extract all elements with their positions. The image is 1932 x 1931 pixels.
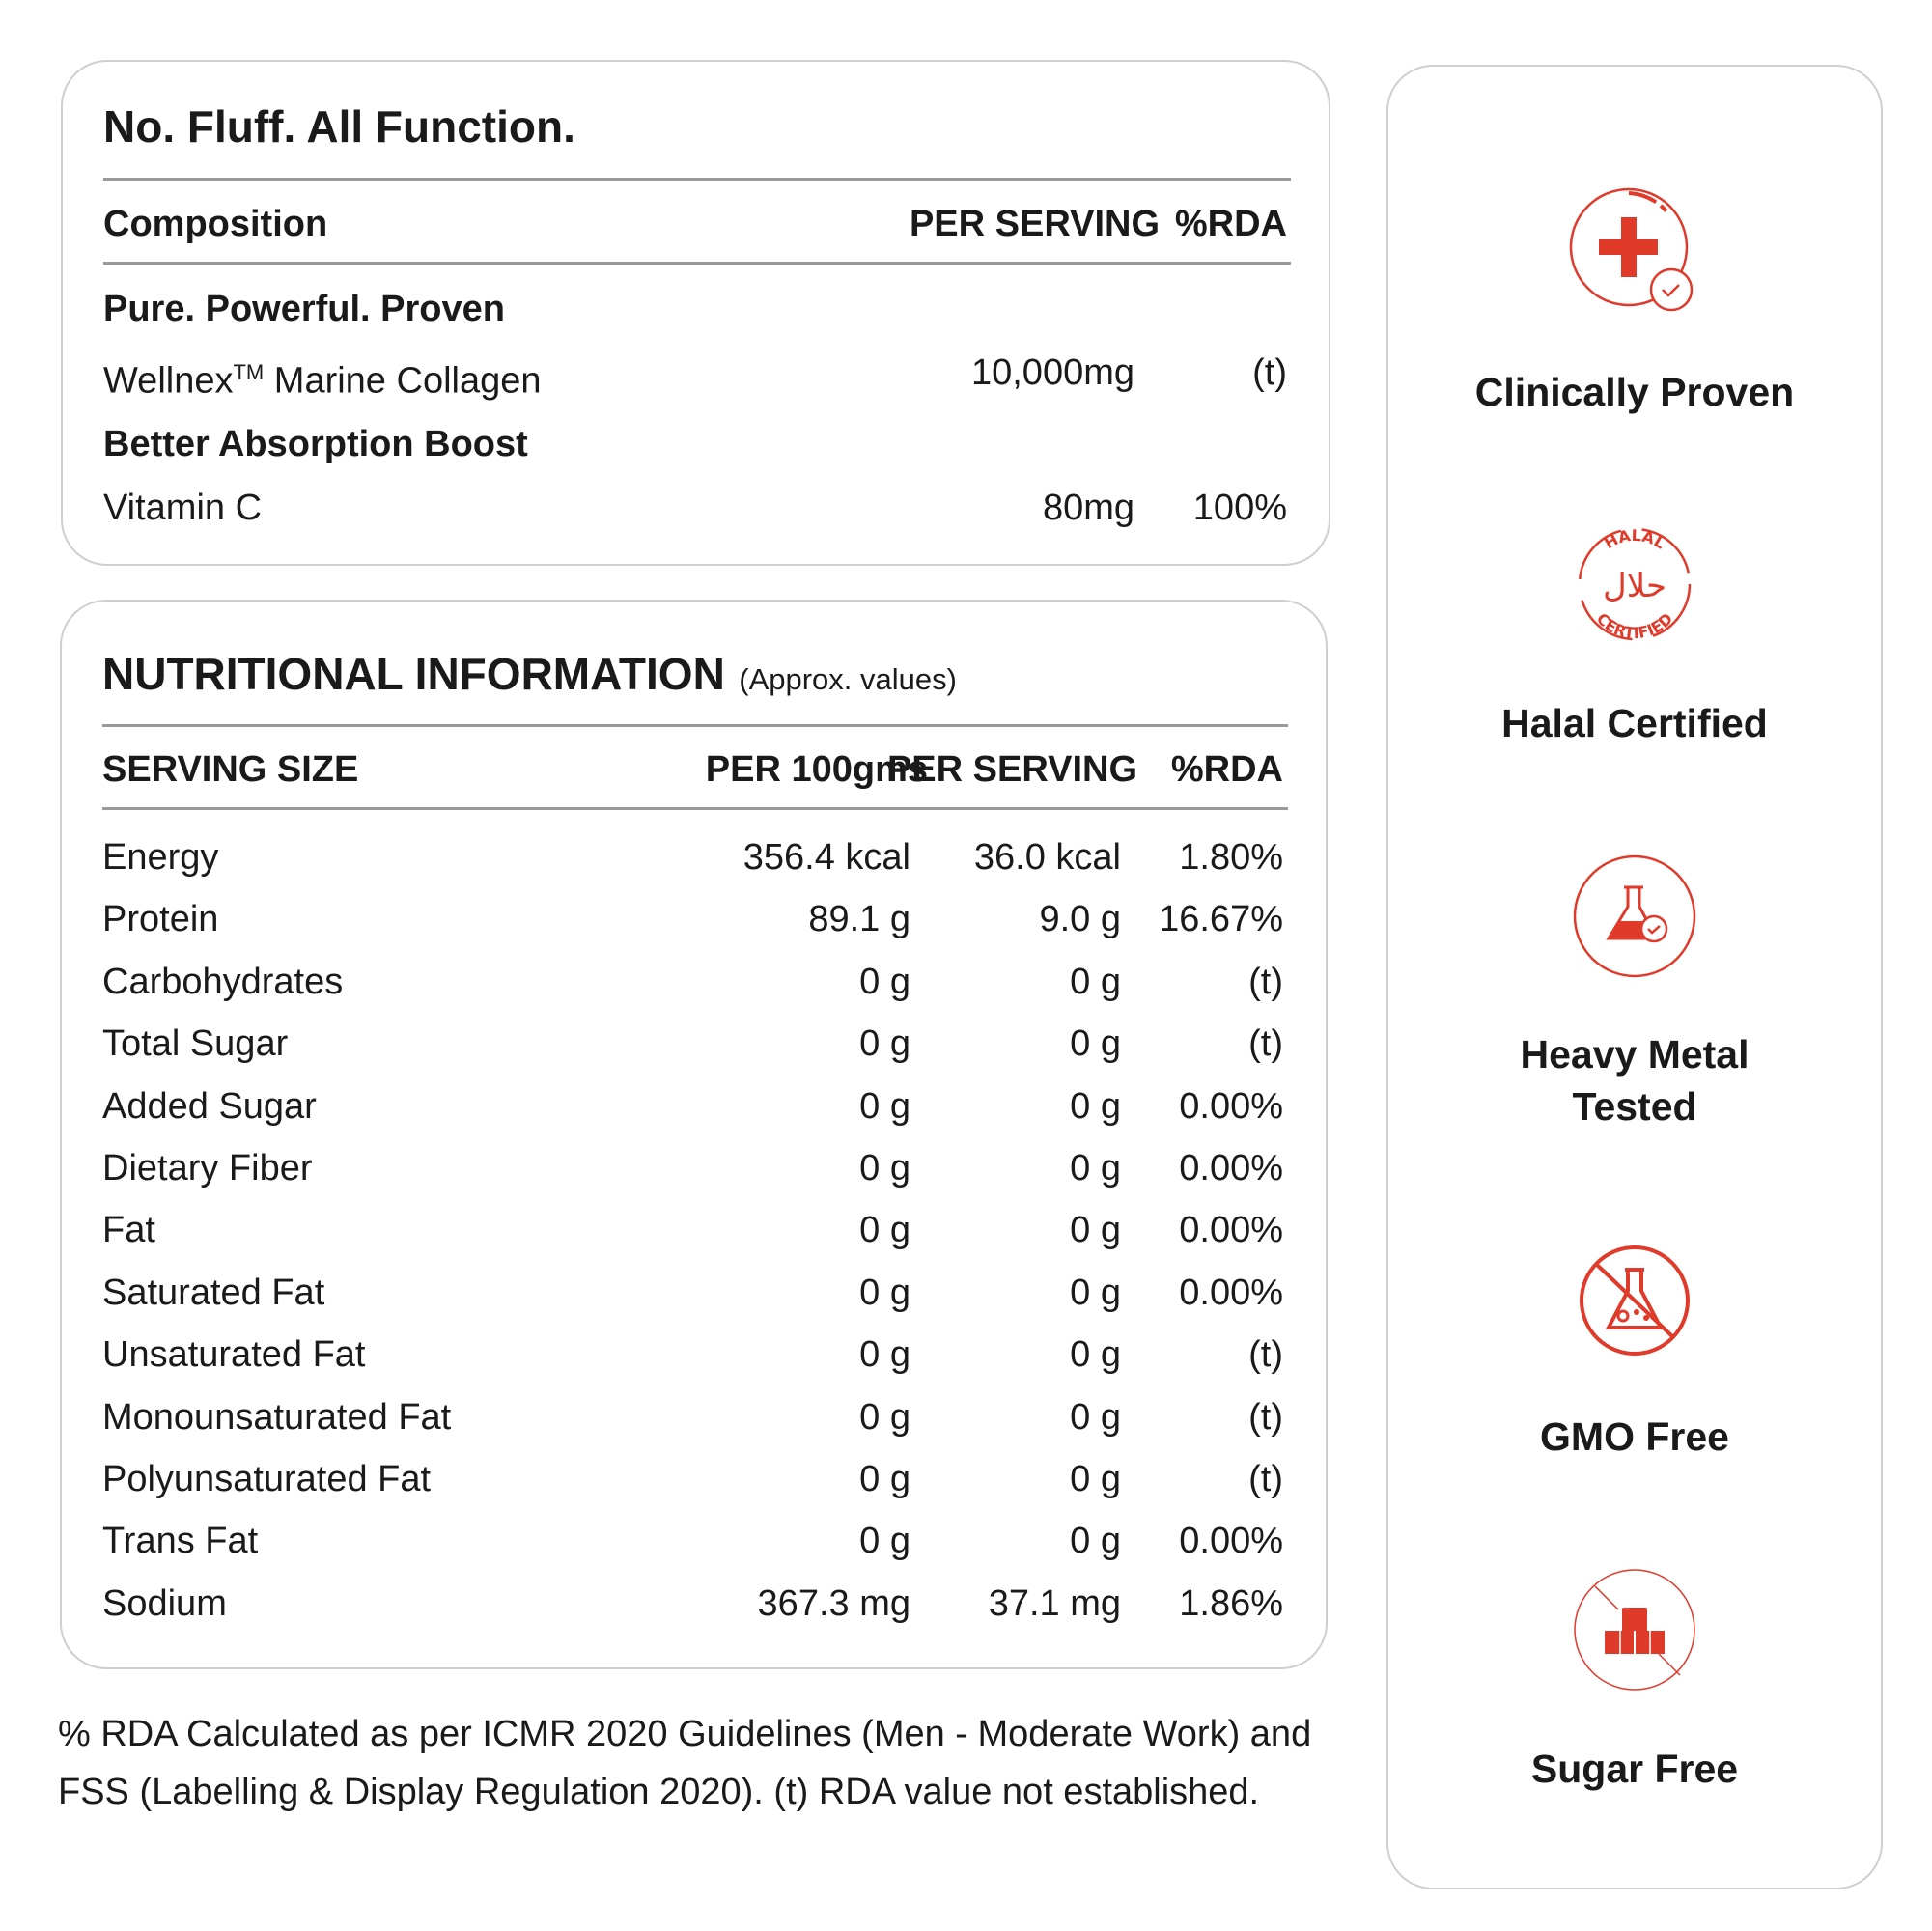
composition-header-per-serving: PER SERVING — [909, 204, 1160, 244]
per-serving-value: 0 g — [1070, 1085, 1121, 1127]
header-rda: %RDA — [1170, 749, 1283, 790]
group-heading: Better Absorption Boost — [103, 424, 528, 464]
per-100-value: 356.4 kcal — [742, 837, 910, 878]
per-serving-value: 36.0 kcal — [973, 837, 1121, 878]
nutrient-name: Carbohydrates — [102, 961, 344, 1002]
header-per-100: PER 100gms — [705, 749, 928, 790]
composition-card: No. Fluff. All Function. Composition PER… — [61, 60, 1330, 566]
ingredient-rda: (t) — [1252, 352, 1287, 393]
badge-label: Clinically Proven — [1474, 370, 1795, 414]
per-serving-value: 0 g — [1070, 1459, 1121, 1499]
rda-value: 0.00% — [1179, 1521, 1283, 1562]
nutrient-name: Total Sugar — [102, 1023, 289, 1065]
ingredient-rest: Marine Collagen — [264, 360, 542, 402]
nutrition-subtitle: (Approx. values) — [739, 662, 957, 696]
badge-label: Heavy Metal Tested — [1520, 1032, 1750, 1129]
nutrient-name: Protein — [102, 899, 219, 940]
nutrient-name: Monounsaturated Fat — [102, 1396, 452, 1438]
per-serving-value: 0 g — [1070, 1023, 1121, 1065]
ingredient-name: WellnexTM Marine Collagen — [103, 351, 542, 403]
svg-text:CERTIFIED: CERTIFIED — [1593, 609, 1676, 642]
medical-cross-check-icon — [1569, 187, 1694, 312]
per-100-value: 0 g — [859, 1521, 910, 1562]
halal-certified-seal-icon: HALAL CERTIFIED حلال — [1578, 526, 1692, 642]
rda-value: (t) — [1248, 1396, 1283, 1438]
per-serving-value: 37.1 mg — [988, 1582, 1121, 1624]
per-serving-value: 9.0 g — [1039, 899, 1121, 940]
ingredient-name: Vitamin C — [103, 488, 263, 528]
svg-text:حلال: حلال — [1603, 567, 1666, 605]
svg-text:HALAL: HALAL — [1601, 526, 1668, 553]
badge-label: Sugar Free — [1530, 1747, 1739, 1791]
nutrient-name: Added Sugar — [102, 1085, 317, 1127]
divider — [102, 724, 1288, 727]
rda-value: (t) — [1248, 1459, 1283, 1499]
nutrient-name: Trans Fat — [102, 1521, 259, 1562]
group-heading: Pure. Powerful. Proven — [103, 289, 505, 329]
per-serving-value: 0 g — [1070, 1272, 1121, 1313]
per-100-value: 0 g — [859, 1210, 910, 1251]
per-serving-value: 0 g — [1070, 1334, 1121, 1376]
per-100-value: 0 g — [859, 961, 910, 1002]
per-100-value: 0 g — [859, 1459, 910, 1499]
rda-value: 0.00% — [1179, 1148, 1283, 1189]
per-100-value: 0 g — [859, 1334, 910, 1376]
nutrient-name: Unsaturated Fat — [102, 1334, 366, 1376]
per-serving-value: 0 g — [1070, 1521, 1121, 1562]
per-100-value: 89.1 g — [808, 899, 910, 940]
per-100-value: 0 g — [859, 1085, 910, 1127]
nutrition-title-wrap: NUTRITIONAL INFORMATION (Approx. values) — [102, 648, 957, 700]
rda-value: (t) — [1248, 961, 1283, 1002]
rda-value: 0.00% — [1179, 1210, 1283, 1251]
rda-value: 1.80% — [1179, 837, 1283, 878]
per-100-value: 0 g — [859, 1023, 910, 1065]
ingredient-rda: 100% — [1192, 488, 1287, 528]
nutrient-name: Sodium — [102, 1582, 227, 1624]
ingredient-per-serving: 10,000mg — [970, 352, 1134, 393]
per-serving-value: 0 g — [1070, 1396, 1121, 1438]
header-serving-size: SERVING SIZE — [102, 749, 359, 790]
no-sugar-cubes-icon — [1574, 1569, 1695, 1691]
per-100-value: 0 g — [859, 1396, 910, 1438]
flask-check-icon — [1573, 854, 1696, 978]
rda-value: (t) — [1248, 1334, 1283, 1376]
nutrition-card: NUTRITIONAL INFORMATION (Approx. values)… — [60, 600, 1328, 1669]
per-serving-value: 0 g — [1070, 961, 1121, 1002]
rda-value: (t) — [1248, 1023, 1283, 1065]
composition-title: No. Fluff. All Function. — [103, 101, 575, 152]
badge-label: Halal Certified — [1501, 701, 1768, 745]
per-100-value: 0 g — [859, 1272, 910, 1313]
per-100-value: 367.3 mg — [757, 1582, 910, 1624]
footnote: % RDA Calculated as per ICMR 2020 Guidel… — [58, 1714, 1312, 1812]
nutrient-name: Polyunsaturated Fat — [102, 1459, 432, 1499]
divider — [103, 262, 1291, 265]
trademark: TM — [233, 360, 265, 384]
nutrient-name: Energy — [102, 837, 219, 878]
rda-value: 1.86% — [1179, 1582, 1283, 1624]
per-100-value: 0 g — [859, 1148, 910, 1189]
header-per-serving: PER SERVING — [886, 749, 1137, 790]
no-flask-icon — [1580, 1245, 1690, 1356]
rda-value: 16.67% — [1159, 899, 1283, 940]
nutrient-name: Fat — [102, 1210, 155, 1251]
nutrient-name: Dietary Fiber — [102, 1148, 313, 1189]
nutrition-title: NUTRITIONAL INFORMATION — [102, 649, 725, 699]
composition-header-name: Composition — [103, 204, 328, 244]
divider — [103, 178, 1291, 181]
rda-value: 0.00% — [1179, 1272, 1283, 1313]
ingredient-per-serving: 80mg — [1042, 488, 1134, 528]
badge-label: GMO Free — [1540, 1414, 1729, 1459]
per-serving-value: 0 g — [1070, 1210, 1121, 1251]
rda-value: 0.00% — [1179, 1085, 1283, 1127]
composition-header-rda: %RDA — [1174, 204, 1287, 244]
ingredient-brand: Wellnex — [103, 360, 234, 402]
nutrient-name: Saturated Fat — [102, 1272, 325, 1313]
per-serving-value: 0 g — [1070, 1148, 1121, 1189]
badges-card: Clinically Proven HALAL CERTIFIED حلال H… — [1386, 65, 1883, 1889]
divider — [102, 807, 1288, 810]
